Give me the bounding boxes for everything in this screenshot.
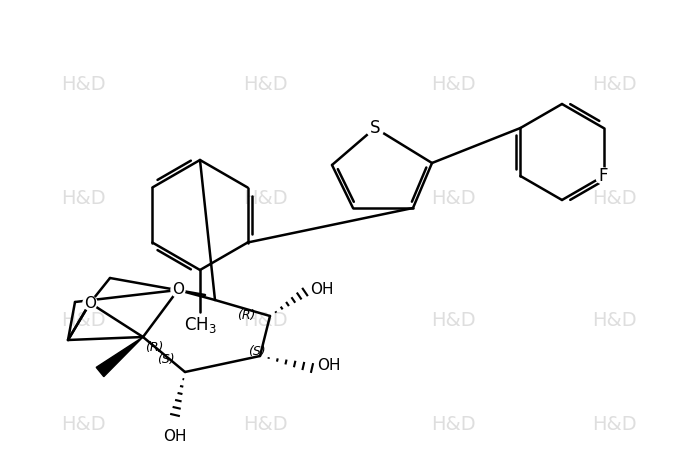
Text: H&D: H&D <box>592 312 637 330</box>
Text: (S): (S) <box>157 354 175 366</box>
Text: H&D: H&D <box>243 415 288 434</box>
Polygon shape <box>96 337 143 377</box>
Text: H&D: H&D <box>243 76 288 94</box>
Text: H&D: H&D <box>592 415 637 434</box>
Text: O: O <box>84 295 96 311</box>
Text: H&D: H&D <box>592 76 637 94</box>
Text: H&D: H&D <box>243 189 288 208</box>
Circle shape <box>366 119 384 137</box>
Circle shape <box>595 168 611 184</box>
Text: H&D: H&D <box>431 312 476 330</box>
Text: H&D: H&D <box>431 76 476 94</box>
Text: H&D: H&D <box>243 312 288 330</box>
Text: H&D: H&D <box>592 189 637 208</box>
Text: H&D: H&D <box>61 312 106 330</box>
Text: H&D: H&D <box>431 189 476 208</box>
Text: H&D: H&D <box>61 415 106 434</box>
Text: OH: OH <box>163 429 187 444</box>
Circle shape <box>171 283 185 297</box>
Circle shape <box>83 296 97 310</box>
Text: OH: OH <box>317 359 341 373</box>
Text: H&D: H&D <box>431 415 476 434</box>
Text: (S): (S) <box>248 346 266 359</box>
Text: CH$_3$: CH$_3$ <box>184 315 216 335</box>
Text: H&D: H&D <box>61 189 106 208</box>
Text: H&D: H&D <box>61 76 106 94</box>
Text: (R): (R) <box>144 340 163 354</box>
Text: O: O <box>172 283 184 297</box>
Text: (R): (R) <box>237 310 255 322</box>
Text: F: F <box>599 167 609 185</box>
Text: S: S <box>370 119 380 137</box>
Text: OH: OH <box>310 283 334 297</box>
